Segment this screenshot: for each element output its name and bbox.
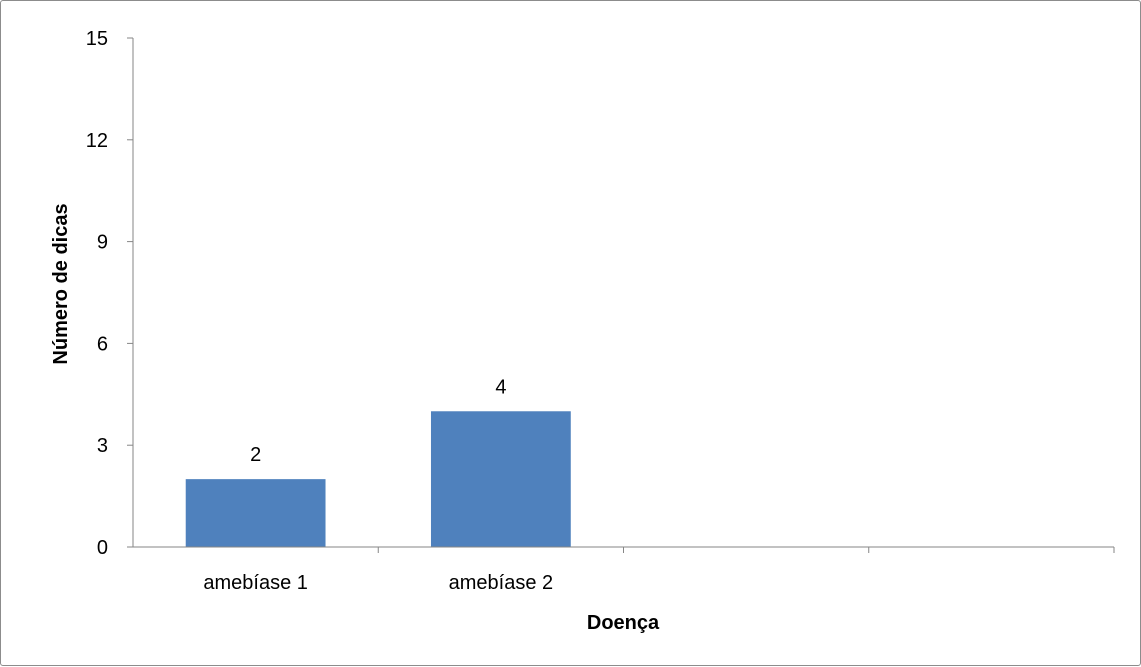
axes: [132, 38, 1114, 548]
category-label: amebíase 2: [449, 572, 554, 594]
category-label: amebíase 1: [203, 572, 308, 594]
y-tick-label: 0: [97, 537, 108, 559]
data-label: 4: [495, 376, 506, 398]
bars: [185, 411, 571, 547]
y-tick-label: 6: [97, 333, 108, 355]
x-axis-ticks: [377, 547, 1115, 553]
y-tick-label: 3: [97, 435, 108, 457]
y-tick-label: 12: [86, 130, 108, 152]
y-axis-ticks: 0 3 6 9 12 15: [86, 28, 133, 559]
y-tick-label: 9: [97, 232, 108, 254]
data-label: 2: [250, 444, 261, 466]
category-labels: amebíase 1 amebíase 2: [203, 572, 553, 594]
data-labels: 24: [250, 376, 506, 466]
y-tick-label: 15: [86, 28, 108, 50]
y-axis-title: Número de dicas: [50, 203, 72, 364]
bar: [185, 479, 326, 547]
x-axis-title: Doença: [587, 612, 660, 634]
bar: [430, 411, 571, 547]
